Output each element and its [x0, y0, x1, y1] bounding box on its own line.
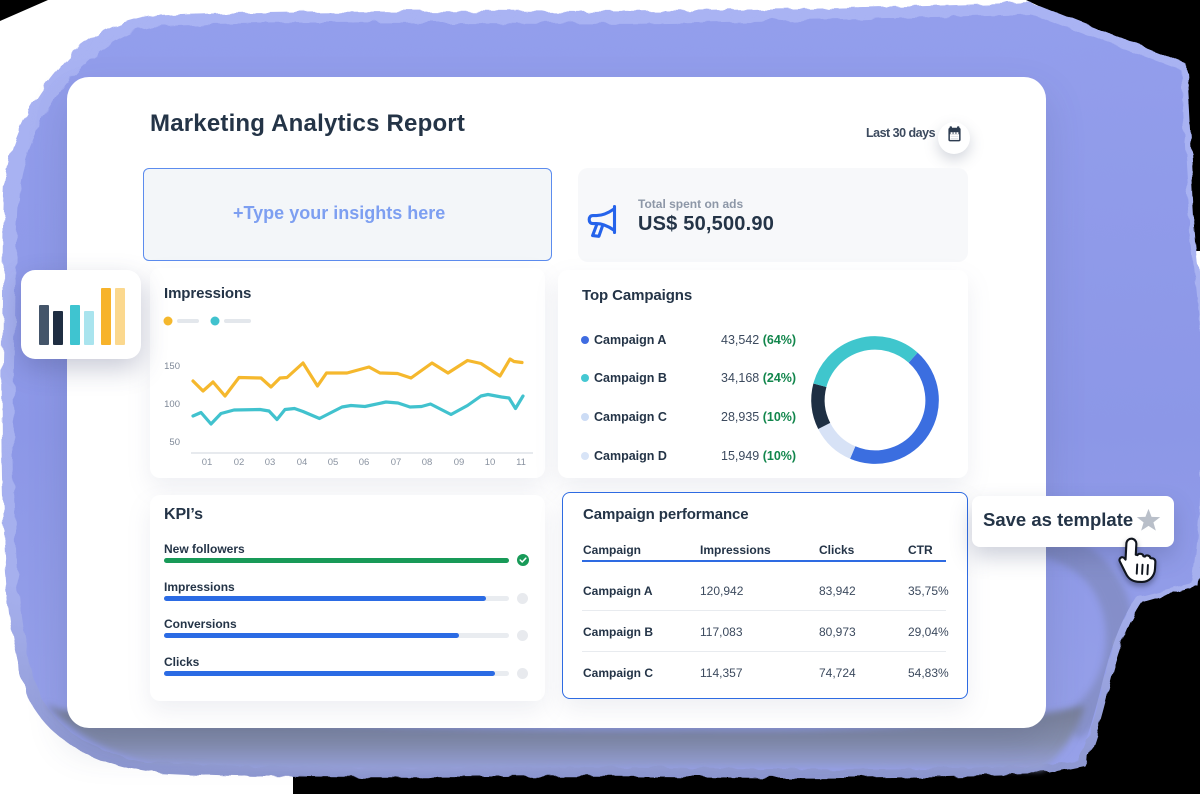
svg-text:09: 09: [454, 457, 465, 468]
svg-text:150: 150: [164, 361, 180, 372]
svg-text:03: 03: [265, 457, 276, 468]
svg-text:06: 06: [359, 457, 370, 468]
svg-text:01: 01: [202, 457, 213, 468]
svg-text:08: 08: [422, 457, 433, 468]
svg-text:11: 11: [516, 457, 526, 468]
svg-text:10: 10: [485, 457, 496, 468]
svg-text:07: 07: [391, 457, 402, 468]
svg-text:05: 05: [328, 457, 339, 468]
svg-text:100: 100: [164, 399, 180, 410]
svg-text:50: 50: [169, 437, 180, 448]
svg-text:04: 04: [297, 457, 308, 468]
svg-text:02: 02: [234, 457, 245, 468]
